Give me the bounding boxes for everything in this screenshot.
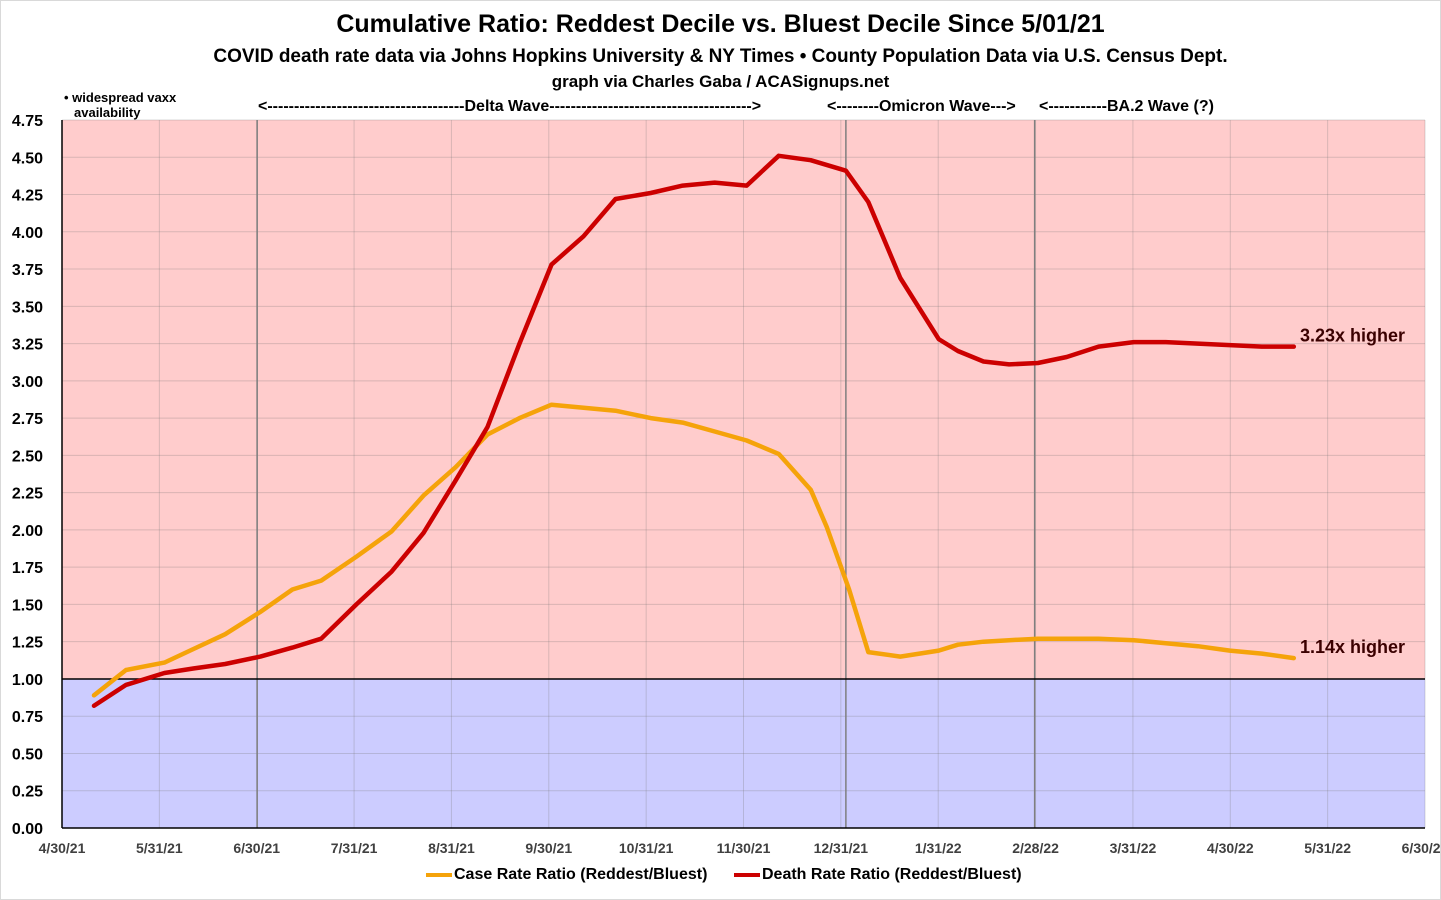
- note-line-1: • widespread vaxx: [64, 90, 177, 105]
- ba2-wave-label: <-----------BA.2 Wave (?): [1039, 98, 1214, 115]
- y-tick-label: 1.00: [12, 672, 43, 689]
- legend-item-case: Case Rate Ratio (Reddest/Bluest): [426, 866, 707, 884]
- x-tick-label: 1/31/22: [915, 840, 962, 856]
- y-tick-label: 1.25: [12, 635, 43, 652]
- legend-item-death: Death Rate Ratio (Reddest/Bluest): [734, 866, 1022, 884]
- death-end-label: 3.23x higher: [1300, 326, 1405, 346]
- wave-labels: <-------------------------------------De…: [0, 98, 1441, 120]
- delta-wave-label: <-------------------------------------De…: [258, 98, 762, 115]
- y-tick-label: 1.50: [12, 597, 43, 614]
- legend-swatch-case: [426, 873, 452, 877]
- x-tick-label: 4/30/22: [1207, 840, 1254, 856]
- omicron-wave-label: <--------Omicron Wave--->: [827, 98, 1016, 115]
- y-tick-label: 3.75: [12, 262, 43, 279]
- y-tick-label: 3.00: [12, 374, 43, 391]
- legend-label-case: Case Rate Ratio (Reddest/Bluest): [454, 866, 708, 883]
- x-tick-label: 10/31/21: [619, 840, 674, 856]
- below-baseline-region: [62, 678, 1425, 828]
- y-tick-label: 4.75: [12, 113, 43, 130]
- chart-subtitle: COVID death rate data via Johns Hopkins …: [213, 46, 1228, 67]
- y-tick-label: 0.00: [12, 821, 43, 838]
- series-lines: [91, 153, 1297, 709]
- y-tick-label: 0.25: [12, 784, 43, 801]
- x-tick-label: 6/30/21: [233, 840, 280, 856]
- chart-credit: graph via Charles Gaba / ACASignups.net: [551, 72, 890, 91]
- x-tick-label: 8/31/21: [428, 840, 475, 856]
- y-tick-label: 4.50: [12, 150, 43, 167]
- note-line-2: availability: [74, 105, 141, 120]
- y-tick-label: 0.75: [12, 709, 43, 726]
- x-tick-label: 11/30/21: [717, 840, 771, 856]
- y-tick-label: 2.50: [12, 448, 43, 465]
- chart-title: Cumulative Ratio: Reddest Decile vs. Blu…: [336, 10, 1105, 38]
- x-tick-label: 9/30/21: [525, 840, 572, 856]
- plot-axes: [61, 120, 1425, 829]
- x-tick-label: 5/31/22: [1304, 840, 1351, 856]
- y-tick-label: 2.75: [12, 411, 43, 428]
- legend-label-death: Death Rate Ratio (Reddest/Bluest): [762, 866, 1022, 883]
- x-tick-label: 12/31/21: [814, 840, 869, 856]
- series-end-labels: 1.14x higher 3.23x higher: [1300, 326, 1405, 658]
- y-axis-tick-labels: 0.00 0.25 0.50 0.75 1.00 1.25 1.50 1.75 2.00 2.25…: [12, 113, 43, 838]
- x-tick-label: 3/31/22: [1110, 840, 1157, 856]
- y-tick-label: 4.00: [12, 225, 43, 242]
- case-rate-ratio-line: [91, 402, 1297, 698]
- y-tick-label: 0.50: [12, 746, 43, 763]
- x-tick-label: 7/31/21: [331, 840, 378, 856]
- x-tick-label: 2/28/22: [1012, 840, 1059, 856]
- legend: Case Rate Ratio (Reddest/Bluest) Death R…: [0, 866, 1441, 888]
- x-tick-label: 5/31/21: [136, 840, 183, 856]
- vaccine-availability-note: • widespread vaxx availability: [64, 90, 176, 120]
- x-tick-label: 4/30/21: [39, 840, 86, 856]
- y-tick-label: 2.00: [12, 523, 43, 540]
- above-baseline-region: [62, 120, 1425, 679]
- y-tick-label: 3.25: [12, 337, 43, 354]
- x-axis-tick-labels: 4/30/21 5/31/21 6/30/21 7/31/21 8/31/21 9/30/…: [39, 840, 1441, 856]
- legend-swatch-death: [734, 873, 760, 877]
- y-tick-label: 1.75: [12, 560, 43, 577]
- y-tick-label: 3.50: [12, 299, 43, 316]
- y-tick-label: 4.25: [12, 188, 43, 205]
- death-rate-ratio-line: [91, 153, 1297, 709]
- case-end-label: 1.14x higher: [1300, 637, 1405, 657]
- x-tick-label: 6/30/22: [1402, 840, 1441, 856]
- y-tick-label: 2.25: [12, 486, 43, 503]
- wave-divider-lines: [256, 120, 1036, 828]
